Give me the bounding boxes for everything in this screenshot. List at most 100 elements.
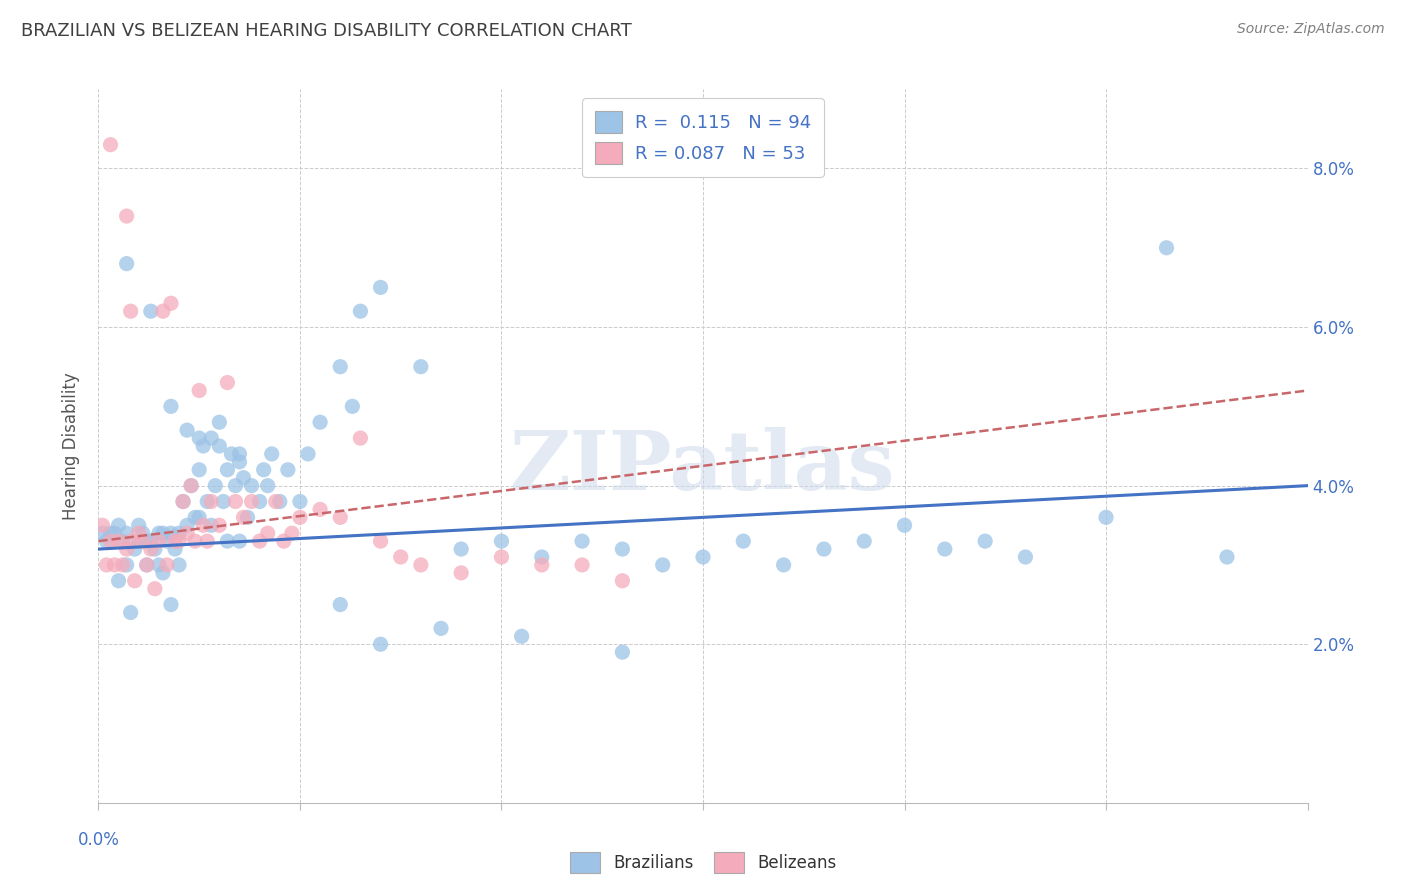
- Point: [91, 518, 114, 533]
- Point: [135, 558, 157, 572]
- Point: [224, 478, 246, 492]
- Point: [160, 400, 183, 414]
- Point: [370, 534, 392, 549]
- Point: [188, 510, 211, 524]
- Point: [249, 534, 271, 549]
- Point: [148, 558, 170, 572]
- Point: [115, 558, 138, 572]
- Point: [120, 606, 142, 620]
- Point: [128, 518, 150, 533]
- Point: [135, 534, 157, 549]
- Text: 0.0%: 0.0%: [77, 831, 120, 849]
- Point: [124, 542, 146, 557]
- Point: [208, 439, 231, 453]
- Point: [139, 534, 162, 549]
- Point: [124, 574, 146, 588]
- Point: [612, 645, 634, 659]
- Point: [232, 510, 254, 524]
- Point: [510, 629, 533, 643]
- Point: [297, 447, 319, 461]
- Point: [974, 534, 997, 549]
- Point: [184, 510, 207, 524]
- Point: [160, 296, 183, 310]
- Point: [100, 137, 122, 152]
- Text: ZIPatlas: ZIPatlas: [510, 427, 896, 508]
- Point: [491, 534, 513, 549]
- Point: [256, 526, 278, 541]
- Point: [370, 637, 392, 651]
- Point: [309, 502, 332, 516]
- Point: [228, 447, 250, 461]
- Point: [329, 359, 352, 374]
- Point: [152, 526, 174, 541]
- Point: [1014, 549, 1036, 564]
- Point: [249, 494, 271, 508]
- Point: [349, 431, 371, 445]
- Point: [156, 534, 179, 549]
- Point: [188, 384, 211, 398]
- Point: [100, 526, 122, 541]
- Point: [409, 359, 432, 374]
- Point: [176, 526, 198, 541]
- Point: [208, 415, 231, 429]
- Point: [253, 463, 276, 477]
- Point: [217, 534, 239, 549]
- Point: [200, 518, 222, 533]
- Point: [236, 510, 259, 524]
- Point: [389, 549, 412, 564]
- Point: [107, 574, 129, 588]
- Point: [221, 447, 243, 461]
- Point: [342, 400, 364, 414]
- Point: [491, 549, 513, 564]
- Point: [309, 415, 332, 429]
- Point: [172, 494, 194, 508]
- Point: [167, 526, 190, 541]
- Point: [733, 534, 755, 549]
- Point: [281, 526, 304, 541]
- Point: [193, 518, 215, 533]
- Point: [200, 494, 222, 508]
- Point: [120, 304, 142, 318]
- Point: [91, 526, 114, 541]
- Point: [772, 558, 794, 572]
- Point: [264, 494, 287, 508]
- Point: [1216, 549, 1239, 564]
- Point: [256, 478, 278, 492]
- Point: [934, 542, 956, 557]
- Point: [651, 558, 673, 572]
- Point: [269, 494, 291, 508]
- Legend: R =  0.115   N = 94, R = 0.087   N = 53: R = 0.115 N = 94, R = 0.087 N = 53: [582, 98, 824, 177]
- Point: [853, 534, 876, 549]
- Point: [273, 534, 295, 549]
- Y-axis label: Hearing Disability: Hearing Disability: [62, 372, 80, 520]
- Point: [100, 534, 122, 549]
- Point: [120, 534, 142, 549]
- Point: [277, 463, 299, 477]
- Point: [132, 534, 155, 549]
- Point: [128, 526, 150, 541]
- Point: [160, 598, 183, 612]
- Text: BRAZILIAN VS BELIZEAN HEARING DISABILITY CORRELATION CHART: BRAZILIAN VS BELIZEAN HEARING DISABILITY…: [21, 22, 631, 40]
- Point: [571, 534, 593, 549]
- Point: [1095, 510, 1118, 524]
- Point: [450, 542, 472, 557]
- Point: [329, 510, 352, 524]
- Point: [163, 542, 186, 557]
- Point: [1156, 241, 1178, 255]
- Point: [96, 558, 118, 572]
- Point: [217, 376, 239, 390]
- Point: [232, 471, 254, 485]
- Point: [163, 534, 186, 549]
- Point: [240, 478, 263, 492]
- Point: [115, 209, 138, 223]
- Point: [193, 439, 215, 453]
- Point: [329, 598, 352, 612]
- Point: [288, 494, 311, 508]
- Point: [132, 526, 155, 541]
- Point: [212, 494, 235, 508]
- Point: [288, 510, 311, 524]
- Point: [530, 558, 553, 572]
- Point: [188, 431, 211, 445]
- Point: [430, 621, 453, 635]
- Point: [167, 558, 190, 572]
